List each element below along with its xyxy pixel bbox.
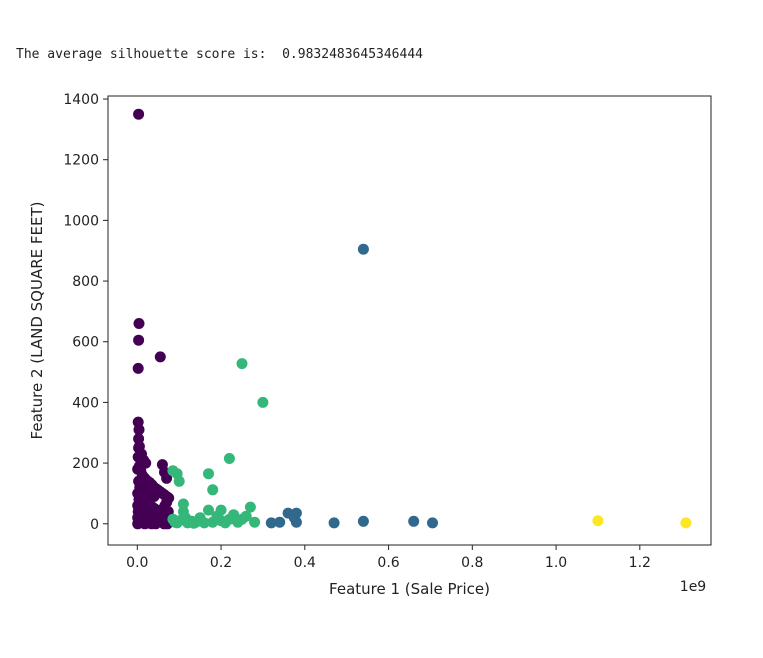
data-point-cluster-1 <box>265 517 277 529</box>
data-point-cluster-1 <box>357 515 369 527</box>
data-point-cluster-1 <box>357 243 369 255</box>
data-point-cluster-2 <box>188 517 200 529</box>
data-point-cluster-2 <box>180 512 191 524</box>
y-tick-label: 600 <box>72 335 99 351</box>
data-point-cluster-2 <box>244 501 256 513</box>
data-point-cluster-0 <box>161 472 173 484</box>
data-point-cluster-0 <box>132 362 144 374</box>
x-tick-label: 0.6 <box>377 555 399 571</box>
data-point-cluster-0 <box>132 512 144 524</box>
silhouette-score-output: The average silhouette score is: 0.98324… <box>16 47 423 62</box>
data-point-cluster-0 <box>133 318 145 329</box>
data-point-cluster-0 <box>132 487 144 499</box>
x-tick-label: 0.2 <box>210 555 232 571</box>
data-point-cluster-0 <box>140 481 152 493</box>
data-point-cluster-2 <box>232 516 244 528</box>
y-tick-label: 400 <box>72 395 99 411</box>
x-tick-label: 1.0 <box>545 555 567 571</box>
data-point-cluster-2 <box>236 358 248 370</box>
data-point-cluster-2 <box>177 498 189 510</box>
y-tick-label: 0 <box>90 517 99 533</box>
data-point-cluster-0 <box>133 108 145 120</box>
data-point-cluster-0 <box>133 334 145 346</box>
data-point-cluster-2 <box>219 517 231 529</box>
y-tick-label: 200 <box>72 456 99 472</box>
y-tick-label: 1000 <box>63 213 99 229</box>
x-tick-label: 0.8 <box>461 555 483 571</box>
x-tick-label: 0.4 <box>294 555 316 571</box>
data-point-cluster-2 <box>249 516 261 528</box>
data-point-cluster-3 <box>592 515 604 527</box>
x-axis-label: Feature 1 (Sale Price) <box>329 580 490 598</box>
data-point-cluster-1 <box>427 517 438 529</box>
y-tick-label: 1400 <box>63 92 99 108</box>
data-point-cluster-0 <box>154 351 166 363</box>
data-point-cluster-2 <box>203 504 214 516</box>
data-point-cluster-0 <box>132 463 144 475</box>
data-point-cluster-0 <box>132 451 144 463</box>
data-point-cluster-1 <box>290 516 302 528</box>
points-layer <box>132 108 692 530</box>
data-point-cluster-1 <box>328 517 340 529</box>
data-point-cluster-1 <box>274 516 286 528</box>
y-axis-label: Feature 2 (LAND SQUARE FEET) <box>28 202 46 440</box>
data-point-cluster-2 <box>223 453 235 464</box>
data-point-cluster-0 <box>133 424 145 436</box>
data-point-cluster-0 <box>132 500 144 512</box>
data-point-cluster-2 <box>203 468 214 480</box>
data-point-cluster-0 <box>161 497 173 508</box>
x-tick-label: 1.2 <box>629 555 651 571</box>
y-axis: 0 200 400 600 800 1000 1200 1400 <box>63 92 108 533</box>
data-point-cluster-2 <box>240 510 252 522</box>
data-point-cluster-2 <box>257 396 269 408</box>
x-tick-label: 0.0 <box>126 555 148 571</box>
plot-area-frame <box>107 95 712 546</box>
y-tick-label: 1200 <box>63 153 99 169</box>
data-point-cluster-0 <box>133 442 145 454</box>
data-point-cluster-2 <box>211 510 223 522</box>
x-axis-offset-label: 1e9 <box>680 579 706 595</box>
data-point-cluster-2 <box>171 517 183 529</box>
data-point-cluster-2 <box>207 484 219 496</box>
data-point-cluster-3 <box>680 517 692 529</box>
data-point-cluster-1 <box>408 515 420 527</box>
data-point-cluster-2 <box>173 475 185 487</box>
y-tick-label: 800 <box>72 274 99 290</box>
x-axis: 0.0 0.2 0.4 0.6 0.8 1.0 1.2 <box>126 545 651 571</box>
